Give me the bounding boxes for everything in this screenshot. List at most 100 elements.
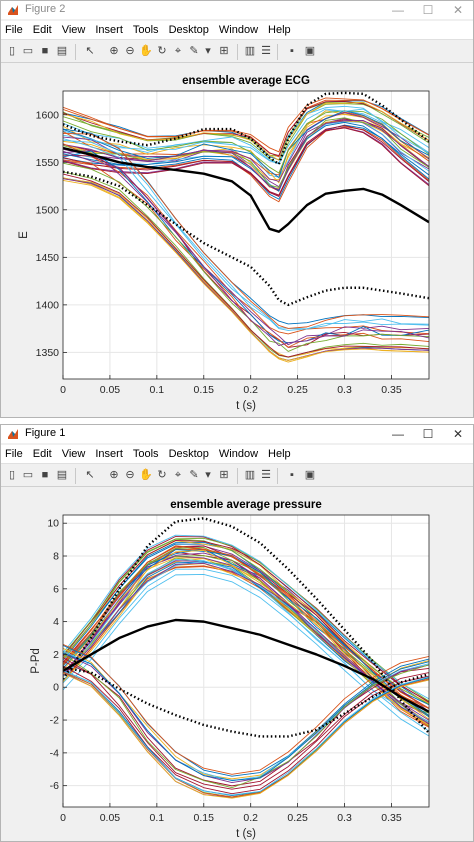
menu-tools[interactable]: Tools (132, 24, 159, 36)
menu-help[interactable]: Help (268, 24, 291, 36)
y-axis-label: P-Pd (30, 648, 42, 674)
zoom-in-icon[interactable]: ⊕ (109, 45, 119, 57)
toolbar-separator (75, 44, 76, 60)
brush-dropdown-icon[interactable]: ▾ (205, 45, 211, 57)
zoom-in-icon[interactable]: ⊕ (109, 469, 119, 481)
close-button[interactable]: ✕ (452, 427, 464, 441)
zoom-out-icon[interactable]: ⊖ (125, 469, 135, 481)
menu-file[interactable]: File (5, 24, 23, 36)
menu-window[interactable]: Window (218, 24, 259, 36)
brush-icon[interactable]: ✎ (189, 45, 199, 57)
x-tick-label: 0.2 (243, 384, 258, 396)
figure-2-titlebar[interactable]: Figure 2 — ☐ ✕ (1, 1, 473, 19)
insert-colorbar-icon[interactable]: ▥ (244, 45, 256, 57)
ensemble-line (63, 110, 429, 178)
y-tick-label: -4 (50, 747, 59, 759)
x-tick-label: 0 (60, 812, 66, 824)
pressure-chart[interactable]: 0 0.05 0.1 0.15 0.2 0.25 0.3 0.35 -6 -4 -2 0 2 4 6 8 10 e… (1, 487, 474, 842)
brush-dropdown-icon[interactable]: ▾ (205, 469, 211, 481)
pressure-plot-area: 0 0.05 0.1 0.15 0.2 0.25 0.3 0.35 -6 -4 -2 0 2 4 6 8 10 e… (1, 487, 474, 842)
open-file-icon[interactable]: ▭ (22, 45, 34, 57)
save-icon[interactable]: ■ (41, 45, 49, 57)
edit-plot-icon[interactable]: ↖ (85, 45, 95, 57)
brush-icon[interactable]: ✎ (189, 469, 199, 481)
save-icon[interactable]: ■ (41, 469, 49, 481)
ecg-chart[interactable]: 0 0.05 0.1 0.15 0.2 0.25 0.3 0.35 1350 1400 1450 15… (1, 63, 474, 418)
menu-desktop[interactable]: Desktop (168, 448, 209, 460)
rotate-3d-icon[interactable]: ↻ (157, 469, 167, 481)
rotate-3d-icon[interactable]: ↻ (157, 45, 167, 57)
open-file-icon[interactable]: ▭ (22, 469, 34, 481)
data-cursor-icon[interactable]: ⌖ (174, 469, 182, 481)
y-tick-label: 1400 (36, 299, 60, 311)
x-tick-label: 0.2 (243, 812, 258, 824)
toolbar-separator (277, 468, 278, 484)
hide-plot-tools-icon[interactable]: ▪ (290, 45, 294, 57)
print-icon[interactable]: ▤ (56, 469, 68, 481)
menu-edit[interactable]: Edit (32, 24, 52, 36)
menu-view[interactable]: View (61, 448, 86, 460)
figure-toolbar: ▯ ▭ ■ ▤ ↖ ⊕ ⊖ ✋ ↻ ⌖ ✎ ▾ ⊞ ▥ ☰ ▪ ▣ (1, 39, 473, 63)
maximize-button[interactable]: ☐ (422, 3, 434, 17)
pan-icon[interactable]: ✋ (139, 469, 153, 481)
toolbar-separator (237, 44, 238, 60)
x-tick-label: 0.1 (150, 384, 165, 396)
show-plot-tools-icon[interactable]: ▣ (304, 45, 316, 57)
link-plot-icon[interactable]: ⊞ (219, 469, 229, 481)
ensemble-line (63, 125, 429, 196)
ensemble-line (63, 171, 429, 358)
x-tick-label: 0.35 (381, 812, 402, 824)
x-tick-label: 0 (60, 384, 66, 396)
ensemble-line (63, 138, 429, 330)
ensemble-line (63, 132, 429, 329)
pan-icon[interactable]: ✋ (139, 45, 153, 57)
ensemble-average-line (63, 146, 429, 233)
menu-file[interactable]: File (5, 448, 23, 460)
ensemble-line (63, 670, 429, 796)
print-icon[interactable]: ▤ (56, 45, 68, 57)
y-axis-label: E (18, 231, 30, 239)
minimize-button[interactable]: — (392, 3, 404, 17)
ecg-plot-area: 0 0.05 0.1 0.15 0.2 0.25 0.3 0.35 1350 1400 1450 15… (1, 63, 474, 418)
insert-legend-icon[interactable]: ☰ (261, 45, 271, 57)
insert-legend-icon[interactable]: ☰ (261, 469, 271, 481)
figure-2-window: Figure 2 — ☐ ✕ File Edit View Insert Too… (0, 0, 474, 418)
menu-tools[interactable]: Tools (132, 448, 159, 460)
ensemble-line (63, 126, 429, 203)
ensemble-line (63, 180, 429, 361)
show-plot-tools-icon[interactable]: ▣ (304, 469, 316, 481)
ensemble-line (63, 110, 429, 178)
x-tick-label: 0.35 (381, 384, 402, 396)
edit-plot-icon[interactable]: ↖ (85, 469, 95, 481)
y-tick-label: 0 (53, 682, 59, 694)
menu-view[interactable]: View (61, 24, 86, 36)
new-figure-icon[interactable]: ▯ (8, 45, 16, 57)
menu-insert[interactable]: Insert (95, 448, 123, 460)
axes-box (62, 90, 430, 380)
insert-colorbar-icon[interactable]: ▥ (244, 469, 256, 481)
menu-window[interactable]: Window (218, 448, 259, 460)
y-tick-label: -2 (50, 715, 59, 727)
menu-desktop[interactable]: Desktop (168, 24, 209, 36)
matlab-logo-icon (8, 5, 18, 15)
data-cursor-icon[interactable]: ⌖ (174, 45, 182, 57)
menu-help[interactable]: Help (268, 448, 291, 460)
ensemble-line (63, 110, 429, 184)
menu-insert[interactable]: Insert (95, 24, 123, 36)
hide-plot-tools-icon[interactable]: ▪ (290, 469, 294, 481)
ensemble-line (63, 127, 429, 197)
x-axis-label: t (s) (236, 828, 256, 840)
zoom-out-icon[interactable]: ⊖ (125, 45, 135, 57)
new-figure-icon[interactable]: ▯ (8, 469, 16, 481)
toolbar-separator (237, 468, 238, 484)
y-tick-label: 1450 (36, 252, 60, 264)
toolbar-separator (277, 44, 278, 60)
y-tick-label: -6 (50, 780, 59, 792)
ensemble-line (63, 537, 429, 702)
menu-edit[interactable]: Edit (32, 448, 52, 460)
figure-1-titlebar[interactable]: Figure 1 — ☐ ✕ (1, 425, 473, 443)
minimize-button[interactable]: — (392, 427, 404, 441)
close-button[interactable]: ✕ (452, 3, 464, 17)
link-plot-icon[interactable]: ⊞ (219, 45, 229, 57)
maximize-button[interactable]: ☐ (422, 427, 434, 441)
